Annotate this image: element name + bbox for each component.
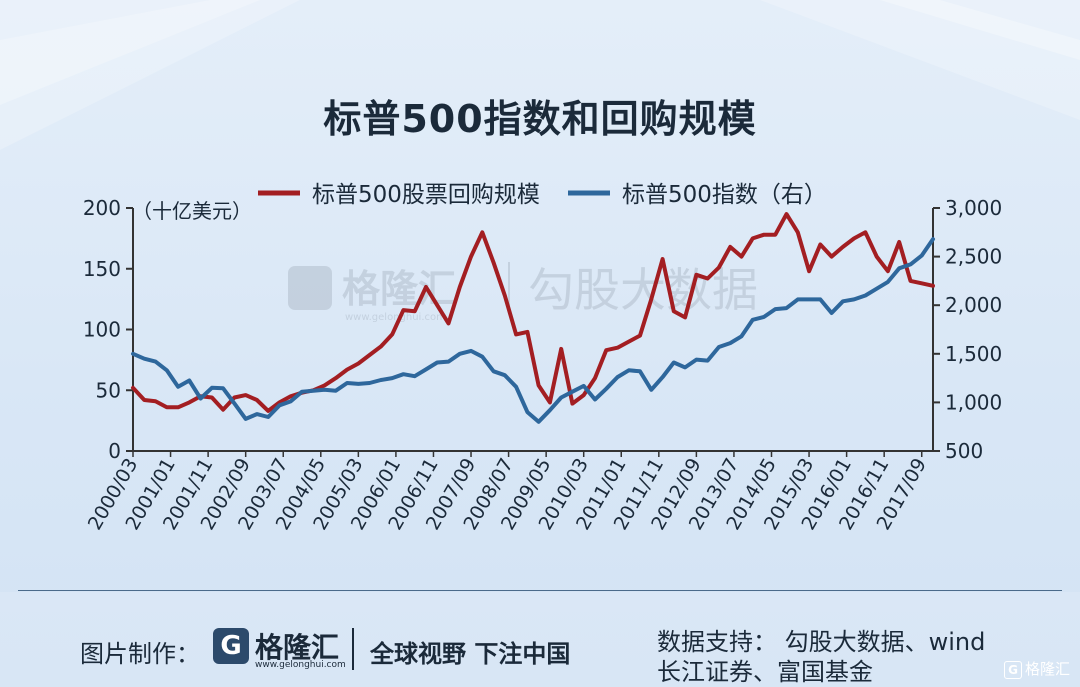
data-source-line-2: 长江证券、富国基金 [657, 658, 873, 686]
left-axis-tick-label: 200 [83, 196, 121, 220]
left-axis-tick-label: 100 [83, 318, 121, 342]
data-source-line-1: 数据支持： 勾股大数据、wind [657, 628, 986, 656]
watermark-logo-mark [288, 266, 332, 310]
watermark: 格隆汇 www.gelonghui.com 勾股大数据 [288, 262, 758, 323]
corner-logo: G 格隆汇 [1004, 658, 1070, 679]
legend: 标普500股票回购规模 标普500指数（右） [258, 182, 827, 208]
corner-logo-icon: G [1004, 661, 1022, 679]
brand-logo: G 格隆汇 www.gelonghui.com [213, 626, 346, 672]
credit-label: 图片制作： [80, 640, 200, 668]
right-axis-tick-label: 3,000 [945, 196, 1002, 220]
right-axis-tick-label: 2,000 [945, 293, 1002, 317]
series-line-index [131, 237, 935, 424]
left-axis-tick-label: 50 [96, 378, 121, 402]
series-line-buyback [131, 212, 935, 413]
slogan: 全球视野 下注中国 [370, 640, 571, 668]
footer-separator [352, 628, 354, 670]
left-axis-unit: （十亿美元） [132, 199, 252, 223]
right-axis-tick-label: 1,000 [945, 390, 1002, 414]
left-axis: 0 50 100 150 200 [83, 196, 134, 463]
watermark-separator [508, 262, 510, 314]
legend-label-buyback: 标普500股票回购规模 [312, 182, 540, 208]
corner-logo-text: 格隆汇 [1025, 660, 1071, 678]
legend-label-index: 标普500指数（右） [622, 182, 827, 208]
right-axis-tick-label: 2,500 [945, 245, 1002, 269]
left-axis-tick-label: 0 [108, 439, 121, 463]
brand-logo-url: www.gelonghui.com [255, 660, 346, 670]
x-axis: 2000/032001/012001/112002/092003/072004/… [84, 450, 933, 534]
left-axis-tick-label: 150 [83, 257, 121, 281]
series-layer [131, 212, 935, 424]
watermark-url: www.gelonghui.com [345, 312, 446, 323]
brand-logo-text: 格隆汇 [255, 631, 340, 664]
page-title: 标普500指数和回购规模 [323, 97, 757, 141]
footer-divider [18, 590, 1062, 591]
watermark-text: 勾股大数据 [528, 263, 758, 317]
right-axis-tick-label: 500 [945, 439, 983, 463]
brand-logo-icon: G [213, 628, 249, 664]
right-axis-tick-label: 1,500 [945, 342, 1002, 366]
right-axis: 500 1,000 1,500 2,000 2,500 3,000 [932, 196, 1002, 463]
